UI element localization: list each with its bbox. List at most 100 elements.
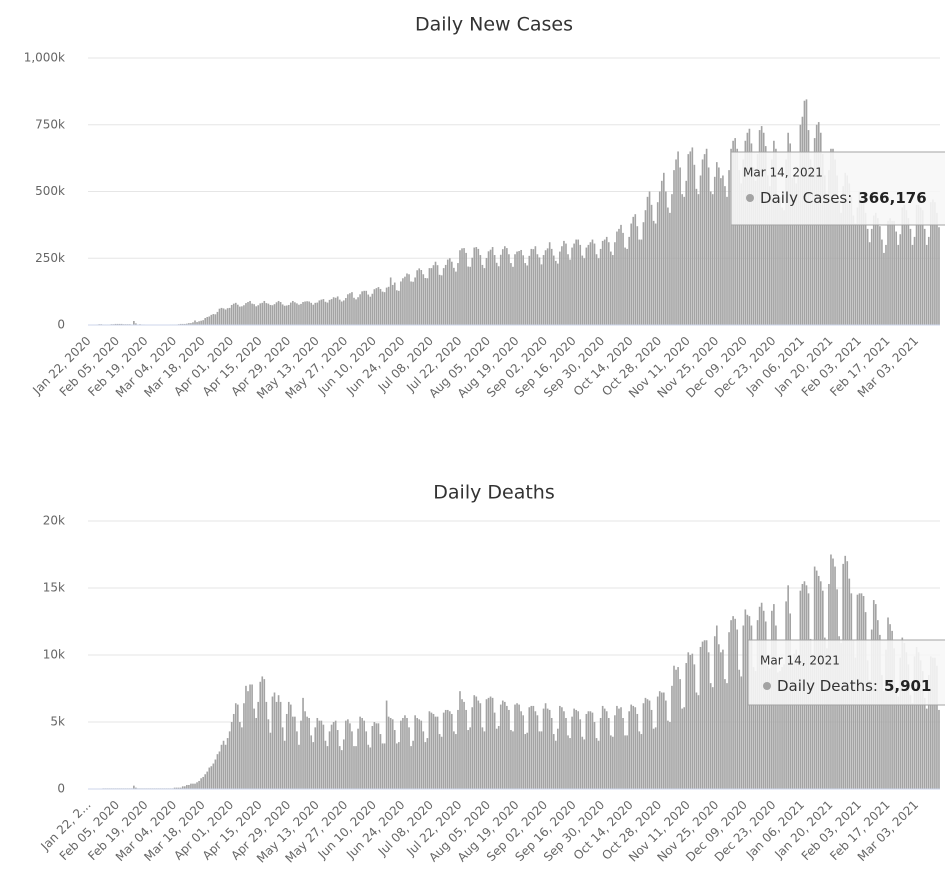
bar <box>473 247 476 325</box>
bar <box>781 667 783 789</box>
bar <box>243 305 245 325</box>
bar <box>181 323 184 325</box>
bar <box>206 771 209 789</box>
bar <box>300 303 302 325</box>
bar <box>410 281 412 325</box>
bar <box>856 207 859 325</box>
bar <box>412 281 414 325</box>
bar <box>677 151 679 325</box>
bar <box>669 722 671 789</box>
bar <box>367 744 370 789</box>
bar <box>528 255 531 325</box>
bar <box>630 704 633 789</box>
bar <box>294 302 296 325</box>
y-tick-label: 250k <box>35 251 65 265</box>
bar <box>689 655 692 789</box>
bar <box>554 260 557 325</box>
bar <box>302 302 304 325</box>
bar <box>583 739 586 789</box>
bar <box>868 242 871 325</box>
bar <box>862 202 865 325</box>
bar <box>220 307 223 325</box>
bar <box>571 716 573 789</box>
bar <box>438 734 441 789</box>
bar <box>389 277 392 325</box>
bar <box>679 679 681 789</box>
bar <box>866 228 869 325</box>
bar <box>715 625 718 789</box>
bar <box>542 255 545 325</box>
bar <box>487 251 490 325</box>
bar <box>455 271 457 325</box>
bar <box>206 316 209 325</box>
bar <box>658 191 661 325</box>
bar <box>493 712 496 789</box>
bar <box>618 228 620 325</box>
bar <box>226 738 229 789</box>
bar <box>874 212 877 325</box>
bar <box>925 244 928 325</box>
bar <box>660 692 663 789</box>
bar <box>913 236 916 325</box>
bar <box>750 143 753 325</box>
bar <box>457 709 459 789</box>
bar <box>652 220 655 325</box>
bar <box>907 218 910 325</box>
bar <box>316 717 319 789</box>
bar <box>561 707 563 789</box>
bar <box>522 255 524 325</box>
bar <box>722 175 724 325</box>
bar <box>438 274 441 325</box>
bar <box>550 717 553 789</box>
bar <box>118 323 121 325</box>
bar <box>406 273 408 325</box>
bar <box>387 286 390 325</box>
bar <box>811 167 814 325</box>
bar <box>834 159 836 325</box>
bar <box>773 140 775 325</box>
bar <box>616 231 618 325</box>
bar <box>355 299 357 325</box>
bar <box>764 146 767 325</box>
bar <box>628 236 630 325</box>
bar <box>852 215 855 325</box>
bar <box>204 318 207 325</box>
bar <box>620 707 622 789</box>
bar <box>705 148 708 325</box>
bar <box>216 311 219 325</box>
bar <box>451 713 453 789</box>
bar <box>866 660 869 789</box>
bar <box>889 218 891 325</box>
bar <box>624 735 626 789</box>
bar <box>626 248 628 325</box>
bar <box>461 699 463 789</box>
bar <box>797 660 800 789</box>
bar <box>135 323 137 325</box>
bar <box>548 709 551 789</box>
bar <box>540 731 543 789</box>
bar <box>534 246 537 325</box>
bar <box>326 746 329 789</box>
bar <box>612 255 614 325</box>
bar <box>359 294 361 325</box>
bar <box>230 304 233 325</box>
bar <box>662 172 665 325</box>
bar <box>289 302 292 325</box>
bar <box>563 711 565 789</box>
bar <box>277 300 280 325</box>
bar <box>711 687 714 789</box>
bar <box>787 132 789 325</box>
bar <box>642 222 645 325</box>
bar <box>738 669 741 789</box>
bar <box>783 210 785 325</box>
bar <box>202 320 204 325</box>
tooltip-value: 366,176 <box>858 189 926 207</box>
bar <box>736 629 739 789</box>
bar <box>391 284 394 325</box>
bar <box>275 302 278 325</box>
bar <box>936 665 938 789</box>
bar <box>324 740 327 789</box>
bar <box>662 692 665 789</box>
bar <box>338 299 341 325</box>
bar <box>412 740 414 789</box>
